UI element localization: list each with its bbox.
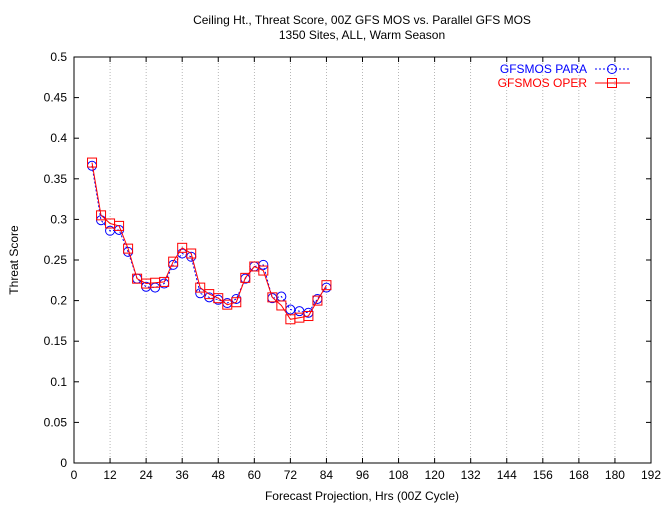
series-line-1 [91,162,327,320]
series-layer [87,157,332,325]
data-point [87,157,98,168]
x-tick-label: 180 [605,468,625,482]
chart-subtitle: 1350 Sites, ALL, Warm Season [279,28,445,42]
y-tick-label: 0.3 [50,212,67,226]
y-tick-label: 0.2 [50,294,67,308]
x-tick-label: 24 [139,468,153,482]
data-point [312,295,323,306]
legend-label-oper: GFSMOS OPER [498,76,588,90]
chart-title: Ceiling Ht., Threat Score, 00Z GFS MOS v… [193,13,531,27]
x-tick-label: 96 [356,468,370,482]
data-point [177,242,188,253]
data-point [159,276,170,287]
x-tick-label: 168 [569,468,589,482]
data-point [276,300,287,311]
data-point [267,292,278,303]
data-point [213,293,224,304]
legend-label-para: GFSMOS PARA [500,62,587,76]
x-tick-label: 72 [284,468,298,482]
y-tick-label: 0 [60,456,67,470]
data-point [96,210,107,221]
x-tick-label: 156 [533,468,553,482]
y-tick-label: 0.5 [50,50,67,64]
y-tick-label: 0.4 [50,131,67,145]
x-tick-label: 132 [461,468,481,482]
series-line-0 [91,165,327,314]
data-point [321,280,332,291]
axis-ticks: 0 12 24 36 48 60 72 84 96 108 120 132 144 156 168 180 19… [44,50,662,482]
data-point [114,220,125,231]
x-tick-label: 60 [248,468,262,482]
x-tick-label: 192 [641,468,661,482]
data-point [258,265,269,276]
data-point [168,256,179,267]
data-point [303,311,314,322]
y-tick-label: 0.15 [44,334,68,348]
x-tick-label: 0 [71,468,78,482]
legend: GFSMOS PARA GFSMOS OPER [498,62,630,90]
x-tick-label: 144 [497,468,517,482]
data-point [195,282,206,293]
data-point [240,272,251,283]
y-tick-label: 0.45 [44,91,68,105]
legend-marker-para [607,64,617,74]
x-tick-label: 12 [103,468,117,482]
y-tick-label: 0.25 [44,253,68,267]
grid [109,57,616,463]
legend-marker-oper [607,78,617,88]
y-axis-label: Threat Score [7,225,21,295]
x-tick-label: 48 [212,468,226,482]
y-tick-label: 0.35 [44,172,68,186]
data-point [123,243,134,254]
y-tick-label: 0.05 [44,415,68,429]
data-point [186,248,197,259]
x-tick-label: 36 [176,468,190,482]
x-axis-label: Forecast Projection, Hrs (00Z Cycle) [265,489,459,503]
data-point [267,293,278,304]
x-tick-label: 108 [389,468,409,482]
data-point [231,297,242,308]
x-tick-label: 120 [425,468,445,482]
x-tick-label: 84 [320,468,334,482]
y-tick-label: 0.1 [50,375,67,389]
